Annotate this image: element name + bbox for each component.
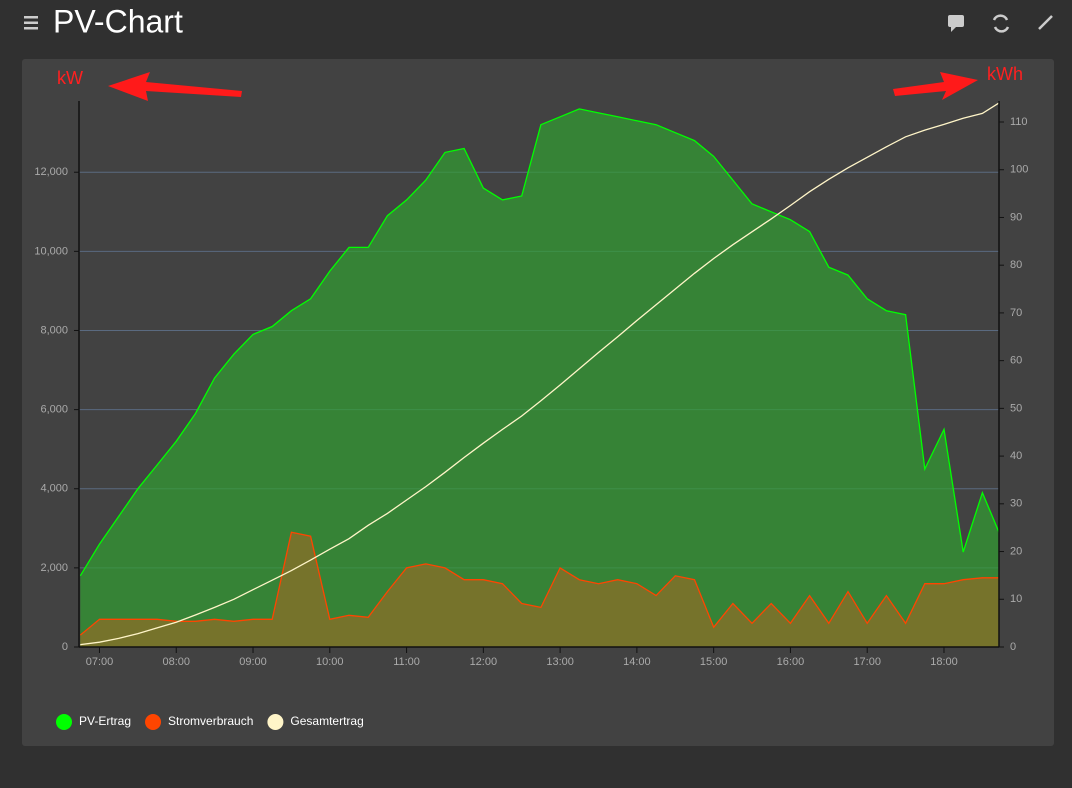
legend-label: Gesamtertrag xyxy=(290,714,363,728)
x-tick-label: 16:00 xyxy=(777,656,805,668)
y2-tick-label: 80 xyxy=(1010,259,1022,271)
y2-tick-label: 90 xyxy=(1010,211,1022,223)
legend-label: Stromverbrauch xyxy=(168,714,253,728)
y-tick-label: 2,000 xyxy=(40,562,68,574)
y2-tick-label: 60 xyxy=(1010,355,1022,367)
legend-icon xyxy=(56,714,72,730)
x-tick-label: 09:00 xyxy=(239,656,267,668)
right-unit: kWh xyxy=(987,64,1023,84)
y2-tick-label: 30 xyxy=(1010,498,1022,510)
series-line xyxy=(79,108,1000,577)
x-tick-label: 14:00 xyxy=(623,656,651,668)
y-tick-label: 10,000 xyxy=(34,245,68,257)
x-tick-label: 13:00 xyxy=(546,656,574,668)
menu-icon[interactable] xyxy=(24,16,38,30)
y2-tick-label: 50 xyxy=(1010,402,1022,414)
x-tick-label: 17:00 xyxy=(853,656,881,668)
y2-tick-label: 0 xyxy=(1010,641,1016,653)
x-tick-label: 07:00 xyxy=(86,656,114,668)
fullscreen-icon[interactable] xyxy=(1038,15,1053,30)
y2-tick-label: 100 xyxy=(1010,164,1028,176)
x-tick-label: 12:00 xyxy=(470,656,498,668)
x-tick-label: 15:00 xyxy=(700,656,728,668)
legend-icon xyxy=(145,714,162,730)
y2-tick-label: 70 xyxy=(1010,307,1022,319)
y2-tick-label: 40 xyxy=(1010,450,1022,462)
y2-tick-label: 110 xyxy=(1010,116,1028,128)
series-line xyxy=(79,531,999,636)
y-tick-label: 0 xyxy=(62,641,68,653)
x-tick-label: 08:00 xyxy=(162,656,190,668)
y2-tick-label: 10 xyxy=(1010,593,1022,605)
y-tick-label: 4,000 xyxy=(40,483,68,495)
y2-tick-label: 20 xyxy=(1010,545,1022,557)
right-arrow xyxy=(893,72,978,100)
left-arrow xyxy=(108,72,242,101)
page-title: PV-Chart xyxy=(53,3,183,39)
y-tick-label: 6,000 xyxy=(40,404,68,416)
refresh-icon[interactable] xyxy=(992,14,1010,33)
legend-label: PV-Ertrag xyxy=(79,714,131,728)
y-tick-label: 8,000 xyxy=(40,324,68,336)
plot: 0 2,000 4,000 6,000 8,000 10,000 12,000 0 10 20 30… xyxy=(34,101,1028,730)
area-fill xyxy=(80,108,1000,647)
left-unit: kW xyxy=(57,68,83,88)
comment-icon[interactable] xyxy=(948,15,964,32)
x-tick-label: 10:00 xyxy=(316,656,344,668)
y-tick-label: 12,000 xyxy=(34,166,68,178)
x-tick-label: 11:00 xyxy=(393,656,420,668)
x-tick-label: 18:00 xyxy=(930,656,958,668)
legend-icon xyxy=(267,714,284,730)
series-line xyxy=(80,102,1000,646)
